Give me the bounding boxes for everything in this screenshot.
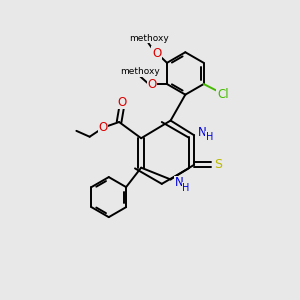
Text: S: S [214, 158, 222, 171]
Text: Cl: Cl [217, 88, 229, 100]
Text: methoxy: methoxy [120, 67, 160, 76]
Text: O: O [148, 77, 157, 91]
Text: H: H [206, 132, 213, 142]
Text: methoxy: methoxy [129, 34, 169, 43]
Text: N: N [175, 176, 183, 190]
Text: O: O [98, 122, 107, 134]
Text: H: H [182, 183, 190, 193]
Text: O: O [152, 47, 161, 60]
Text: N: N [198, 126, 207, 139]
Text: O: O [117, 96, 127, 109]
